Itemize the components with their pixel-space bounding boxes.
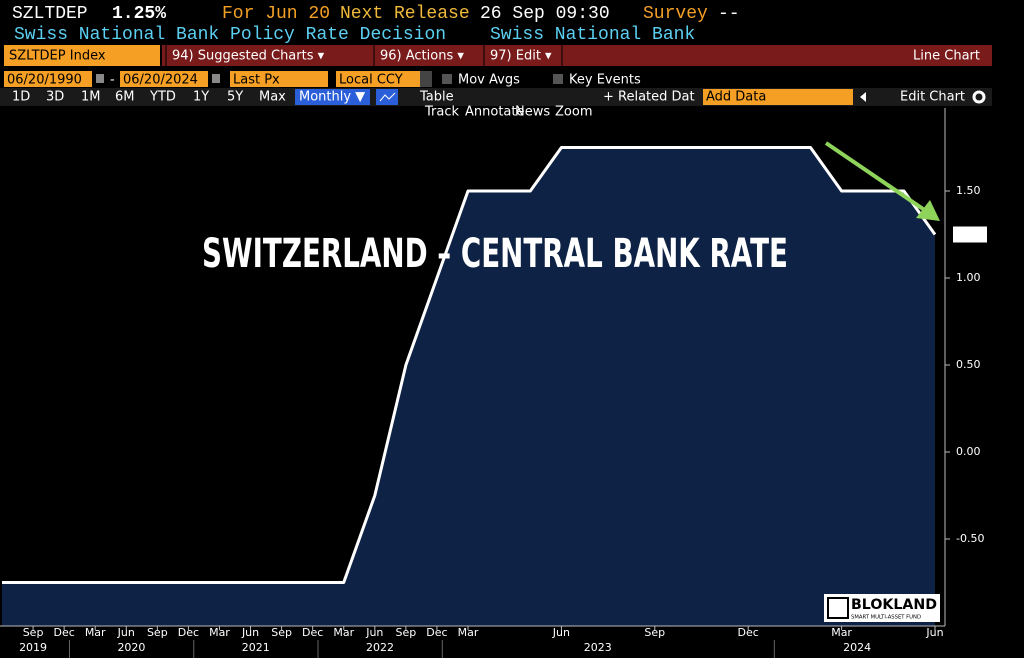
chart-type: Line Chart [913,49,980,64]
x-tick-label: Sep [23,626,44,639]
x-tick-label: Mar [333,626,354,639]
chart-annotation: SWITZERLAND – CENTRAL BANK RATE [202,231,788,277]
calendar-icon [96,74,104,83]
x-tick-label: Dec [53,626,74,639]
chart-tool[interactable]: Zoom [555,105,592,120]
last-value-label: 1.25 [956,229,981,242]
currency-box[interactable] [336,71,420,87]
table-button[interactable]: Table [419,90,454,105]
x-tick-label: Jun [552,626,570,639]
x-year-label: 2023 [584,641,612,654]
menu-item[interactable]: 94) Suggested Charts ▾ [172,49,325,64]
date-separator: - [110,73,115,88]
x-tick-label: Jun [365,626,383,639]
menu-item[interactable]: 96) Actions ▾ [380,49,464,64]
security-box [4,45,160,66]
currency[interactable]: Local CCY [339,73,403,88]
for-date: For Jun 20 [222,4,330,24]
x-year-label: 2020 [117,641,145,654]
chart-tool[interactable]: News [515,105,550,120]
range-button[interactable]: 6M [115,90,135,105]
dropdown[interactable] [420,71,432,87]
next-release-label: Next Release [340,4,470,24]
end-date-box[interactable] [120,71,208,87]
mov-avgs[interactable]: Mov Avgs [458,73,520,88]
menu-bar [162,45,992,66]
frequency[interactable]: Monthly ▼ [299,90,365,105]
chart-tool[interactable]: Annotate [465,105,524,120]
menu-item[interactable]: 97) Edit ▾ [490,49,552,64]
x-tick-label: Dec [302,626,323,639]
x-tick-label: Dec [178,626,199,639]
x-tick-label: Sep [147,626,168,639]
last-value-tag [953,226,987,243]
start-date[interactable]: 06/20/1990 [7,73,82,88]
add-data[interactable]: Add Data [706,90,766,105]
add-data-box[interactable] [703,89,853,105]
range-button[interactable]: 1M [81,90,101,105]
source: Swiss National Bank [490,25,695,45]
range-button[interactable]: 1Y [193,90,209,105]
x-tick-label: Jun [117,626,135,639]
x-tick-label: Sep [644,626,665,639]
line [2,146,937,584]
y-tick-label: -0.50 [956,532,984,545]
chart-tool[interactable]: Track [424,105,459,120]
x-tick-label: Mar [831,626,852,639]
logo-tagline: SMART MULTI-ASSET FUND [851,615,921,621]
start-date-box[interactable] [4,71,92,87]
x-year-label: 2024 [843,641,871,654]
settings-icon[interactable] [972,90,986,104]
edit-chart[interactable]: Edit Chart [900,90,965,105]
x-tick-label: Dec [738,626,759,639]
ticker: SZLTDEP [12,4,88,24]
x-tick-label: Sep [395,626,416,639]
x-axis-band [0,626,990,658]
y-tick-label: 1.00 [956,271,981,284]
chart-style-icon [379,92,396,102]
arrow-head [916,200,940,221]
checkbox[interactable] [553,74,563,84]
x-tick-label: Mar [85,626,106,639]
range-button[interactable]: YTD [149,90,176,105]
x-year-label: 2021 [242,641,270,654]
logo-name: BLOKLAND [851,597,937,613]
x-tick-label: Mar [209,626,230,639]
y-tick-label: 1.50 [956,184,981,197]
x-year-label: 2022 [366,641,394,654]
x-tick-label: Jun [241,626,259,639]
y-tick-label: 0.50 [956,358,981,371]
x-year-label: 2019 [19,641,47,654]
range-button[interactable]: Max [259,90,286,105]
end-date[interactable]: 06/20/2024 [123,73,198,88]
field-box[interactable] [230,71,328,87]
arrow-shaft [824,141,928,213]
survey: -- [718,4,740,24]
price: 1.25% [112,4,166,24]
x-tick-label: Sep [271,626,292,639]
description: Swiss National Bank Policy Rate Decision [14,25,446,45]
x-tick-label: Jun [925,626,943,639]
checkbox[interactable] [442,74,452,84]
frequency-box[interactable] [295,89,370,105]
area [2,147,935,626]
collapse-icon [860,92,866,102]
x-tick-label: Mar [458,626,479,639]
range-button[interactable]: 1D [12,90,30,105]
logo-icon [827,597,849,619]
y-tick-label: 0.00 [956,445,981,458]
key-events[interactable]: Key Events [569,73,641,88]
calendar-icon [212,74,220,83]
survey-label: Survey [643,4,708,24]
range-button[interactable]: 3D [46,90,64,105]
security: SZLTDEP Index [9,49,106,64]
range-button[interactable]: 5Y [227,90,243,105]
field[interactable]: Last Px [233,73,280,88]
next-release: 26 Sep 09:30 [480,4,610,24]
x-tick-label: Dec [426,626,447,639]
related-data[interactable]: + Related Dat [603,90,695,105]
